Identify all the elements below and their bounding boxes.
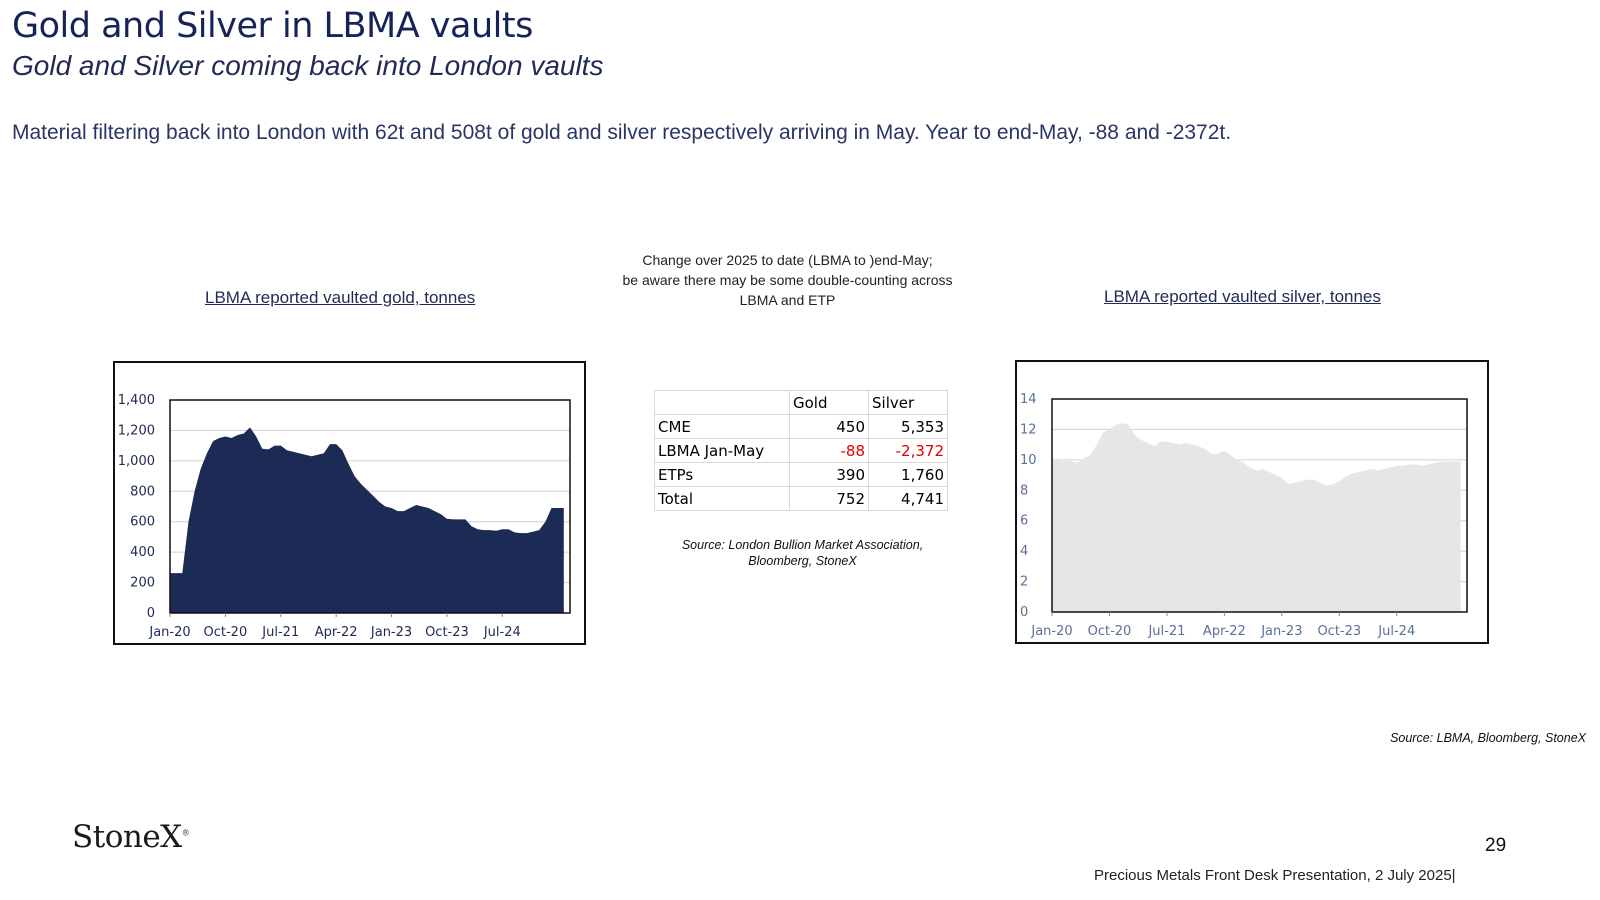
y-tick-label: 0 (147, 606, 155, 621)
table-header-blank (654, 390, 790, 415)
y-tick-label: 600 (130, 515, 155, 530)
row-label: CME (654, 414, 790, 439)
table-header-row: Gold Silver (654, 390, 948, 415)
change-note: Change over 2025 to date (LBMA to )end-M… (600, 250, 975, 310)
silver-value: 4,741 (868, 486, 948, 511)
x-tick-label: Jan-23 (1260, 624, 1302, 639)
y-tick-label: 2 (1020, 575, 1028, 590)
footer-presentation: Precious Metals Front Desk Presentation,… (1094, 867, 1456, 884)
y-tick-label: 14 (1020, 392, 1037, 407)
y-tick-label: 0 (1020, 605, 1028, 620)
gold-value: 390 (789, 462, 869, 487)
table-row: Total 752 4,741 (654, 486, 948, 511)
silver-vault-chart: 0 2 4 6 8 10 12 14 Jan-20 Oct-20 Jul-21 Apr-22 Jan-2… (1020, 392, 1468, 639)
table-source-line: Bloomberg, StoneX (748, 554, 857, 568)
y-tick-label: 6 (1020, 514, 1028, 529)
x-tick-label: Apr-22 (315, 625, 358, 640)
silver-chart-title: LBMA reported vaulted silver, tonnes (1104, 287, 1381, 306)
x-tick-label: Oct-20 (204, 625, 248, 640)
plot-area-border (1051, 398, 1468, 613)
stonex-logo: StoneX® (72, 819, 190, 855)
gold-chart-frame: 0 200 400 600 800 1,000 1,200 1,400 Jan-20 Oct-20… (113, 361, 586, 645)
y-tick-label: 1,400 (118, 393, 155, 408)
page-title: Gold and Silver in LBMA vaults (12, 6, 533, 46)
gold-vault-chart: 0 200 400 600 800 1,000 1,200 1,400 Jan-20 Oct-20… (118, 393, 571, 640)
y-tick-label: 1,200 (118, 423, 155, 438)
change-note-line: Change over 2025 to date (LBMA to )end-M… (642, 252, 933, 268)
row-label: Total (654, 486, 790, 511)
silver-value: 1,760 (868, 462, 948, 487)
table-header-silver: Silver (868, 390, 948, 415)
change-table: Gold Silver CME 450 5,353 LBMA Jan-May -… (654, 390, 948, 511)
x-tick-label: Jan-20 (1030, 624, 1072, 639)
silver-value: -2,372 (868, 438, 948, 463)
gold-chart-title: LBMA reported vaulted gold, tonnes (205, 288, 476, 307)
table-source: Source: London Bullion Market Associatio… (660, 537, 945, 569)
y-tick-label: 200 (130, 576, 155, 591)
x-tick-label: Jul-21 (261, 625, 299, 640)
chart-source: Source: LBMA, Bloomberg, StoneX (1390, 731, 1586, 745)
x-tick-label: Oct-20 (1088, 624, 1132, 639)
gold-value: -88 (789, 438, 869, 463)
plot-area-border (169, 399, 571, 614)
gold-value: 752 (789, 486, 869, 511)
y-tick-label: 8 (1020, 483, 1028, 498)
y-tick-label: 1,000 (118, 454, 155, 469)
change-note-line: be aware there may be some double-counti… (622, 272, 953, 288)
logo-registered-mark: ® (181, 828, 190, 838)
y-tick-label: 10 (1020, 453, 1037, 468)
silver-value: 5,353 (868, 414, 948, 439)
table-row: ETPs 390 1,760 (654, 462, 948, 487)
x-tick-label: Apr-22 (1203, 624, 1246, 639)
y-tick-label: 800 (130, 484, 155, 499)
change-note-line: LBMA and ETP (739, 292, 836, 308)
row-label: ETPs (654, 462, 790, 487)
x-tick-label: Jul-24 (1377, 624, 1415, 639)
x-tick-label: Jan-20 (148, 625, 190, 640)
x-tick-label: Jan-23 (370, 625, 412, 640)
row-label: LBMA Jan-May (654, 438, 790, 463)
lead-text: Material filtering back into London with… (12, 121, 1232, 144)
y-tick-label: 4 (1020, 544, 1028, 559)
y-tick-label: 400 (130, 545, 155, 560)
gold-value: 450 (789, 414, 869, 439)
page-number: 29 (1485, 835, 1507, 856)
x-tick-label: Oct-23 (425, 625, 469, 640)
x-tick-label: Oct-23 (1317, 624, 1361, 639)
silver-area-series (1052, 423, 1461, 612)
x-tick-label: Jul-24 (483, 625, 521, 640)
page-subtitle: Gold and Silver coming back into London … (12, 50, 604, 81)
gold-area-series (170, 427, 564, 613)
y-tick-label: 12 (1020, 422, 1037, 437)
table-row: LBMA Jan-May -88 -2,372 (654, 438, 948, 463)
table-row: CME 450 5,353 (654, 414, 948, 439)
table-header-gold: Gold (789, 390, 869, 415)
table-source-line: Source: London Bullion Market Associatio… (681, 538, 924, 552)
logo-text: StoneX (72, 819, 182, 855)
silver-chart-frame: 0 2 4 6 8 10 12 14 Jan-20 Oct-20 Jul-21 Apr-22 Jan-2… (1015, 360, 1489, 644)
x-tick-label: Jul-21 (1147, 624, 1185, 639)
